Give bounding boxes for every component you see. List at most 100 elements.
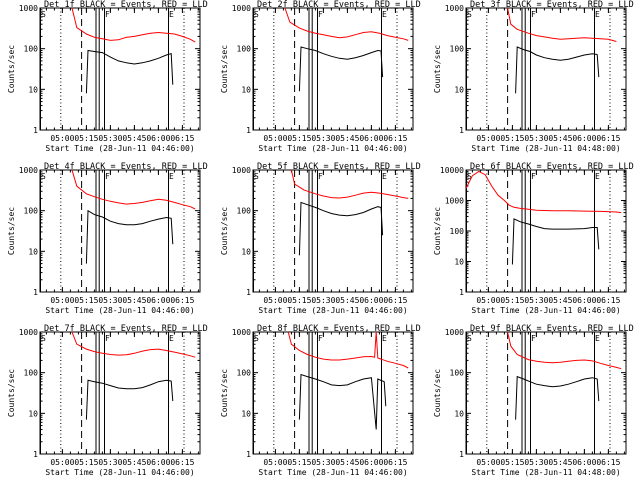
y-axis-label: Counts/sec [433,369,442,417]
marker-label-s: S [467,172,472,181]
x-axis-label: Start Time (28-Jun-11 04:46:00) [45,468,194,477]
marker-label-f: F [318,172,323,181]
y-tick-label: 1 [246,126,251,135]
marker-label-s: S [254,334,259,343]
x-axis-label: Start Time (28-Jun-11 04:46:00) [471,306,620,315]
x-tick-label: 06:00 [572,134,596,143]
y-tick-label: 10 [241,247,251,256]
chart-title: Det 7f BLACK = Events, RED = LLD [44,324,208,334]
x-tick-label: 06:15 [383,458,407,467]
events-rate-line [511,218,600,265]
y-tick-label: 10 [241,409,251,418]
marker-label-f: F [105,172,110,181]
x-tick-label: 05:30 [524,458,548,467]
plot-frame [252,331,414,455]
x-tick-label: 05:15 [74,134,98,143]
x-tick-label: 05:30 [98,134,122,143]
x-tick-label: 05:45 [335,296,359,305]
x-axis-label: Start Time (28-Jun-11 04:46:00) [45,144,194,153]
marker-label-e: E [382,10,387,19]
y-tick-label: 1000 [445,328,464,337]
x-tick-label: 05:15 [500,296,524,305]
plot-frame [39,331,201,455]
marker-label-e: E [169,10,174,19]
y-tick-label: 100 [24,207,39,216]
chart-panel-5: Det 5f BLACK = Events, RED = LLD 1 10 100 10… [220,162,421,315]
y-axis-label: Counts/sec [7,369,16,417]
marker-label-s: S [41,172,46,181]
chart-title: Det 9f BLACK = Events, RED = LLD [470,324,634,334]
x-axis-label: Start Time (28-Jun-11 04:46:00) [258,144,407,153]
marker-label-s: S [41,334,46,343]
lld-rate-line [287,332,409,369]
y-tick-label: 1000 [19,166,38,175]
chart-title: Det 8f BLACK = Events, RED = LLD [257,324,421,334]
x-tick-label: 05:00 [263,458,287,467]
chart-panel-1: Det 1f BLACK = Events, RED = LLD 1 10 100 10… [7,0,208,153]
chart-panel-4: Det 4f BLACK = Events, RED = LLD 1 10 100 10… [7,162,208,315]
x-tick-label: 05:30 [311,296,335,305]
chart-panel-9: Det 9f BLACK = Events, RED = LLD 1 10 100 10… [433,324,634,477]
y-tick-label: 1000 [232,328,251,337]
marker-label-f: F [531,10,536,19]
events-rate-line [85,209,174,264]
y-axis-label: Counts/sec [7,45,16,93]
y-axis-label: Counts/sec [433,45,442,93]
y-tick-label: 1000 [232,4,251,13]
y-axis-label: Counts/sec [220,207,229,255]
y-tick-label: 1 [459,288,464,297]
marker-label-f: F [531,334,536,343]
x-tick-label: 05:30 [524,134,548,143]
plot-frame [252,7,414,131]
marker-label-f: F [531,172,536,181]
y-tick-label: 1000 [445,197,464,206]
y-tick-label: 100 [24,369,39,378]
x-tick-label: 06:00 [146,296,170,305]
lld-rate-line [71,332,196,358]
x-tick-label: 06:15 [596,296,620,305]
y-tick-label: 10 [28,409,38,418]
events-rate-line [85,379,174,420]
x-tick-label: 05:00 [476,458,500,467]
marker-label-s: S [467,334,472,343]
x-tick-label: 05:30 [98,296,122,305]
y-tick-label: 10 [454,85,464,94]
x-axis-label: Start Time (28-Jun-11 04:46:00) [258,468,407,477]
y-tick-label: 1000 [19,328,38,337]
chart-title: Det 4f BLACK = Events, RED = LLD [44,162,208,172]
y-tick-label: 100 [237,207,252,216]
y-tick-label: 100 [450,369,465,378]
x-tick-label: 05:15 [74,296,98,305]
y-axis-label: Counts/sec [220,369,229,417]
y-tick-label: 1 [246,288,251,297]
lld-rate-line [466,170,622,214]
x-tick-label: 06:00 [359,458,383,467]
marker-label-e: E [382,334,387,343]
chart-title: Det 3f BLACK = Events, RED = LLD [470,0,634,10]
x-axis-label: Start Time (28-Jun-11 04:46:00) [258,306,407,315]
x-tick-label: 05:15 [287,458,311,467]
x-tick-label: 06:00 [359,296,383,305]
x-tick-label: 06:00 [359,134,383,143]
x-tick-label: 06:00 [146,458,170,467]
x-tick-label: 05:00 [263,296,287,305]
marker-label-s: S [254,10,259,19]
x-tick-label: 05:00 [50,458,74,467]
events-rate-line [85,49,174,94]
chart-panel-3: Det 3f BLACK = Events, RED = LLD 1 10 100 10… [433,0,634,153]
x-tick-label: 05:00 [476,134,500,143]
x-tick-label: 06:00 [572,458,596,467]
x-tick-label: 06:15 [383,296,407,305]
plot-frame [252,169,414,293]
marker-label-f: F [318,10,323,19]
events-rate-line [515,46,600,94]
marker-label-s: S [41,10,46,19]
marker-label-e: E [595,334,600,343]
x-tick-label: 05:45 [122,134,146,143]
x-tick-label: 05:45 [335,458,359,467]
marker-label-s: S [254,172,259,181]
y-tick-label: 100 [450,227,465,236]
marker-label-e: E [595,172,600,181]
